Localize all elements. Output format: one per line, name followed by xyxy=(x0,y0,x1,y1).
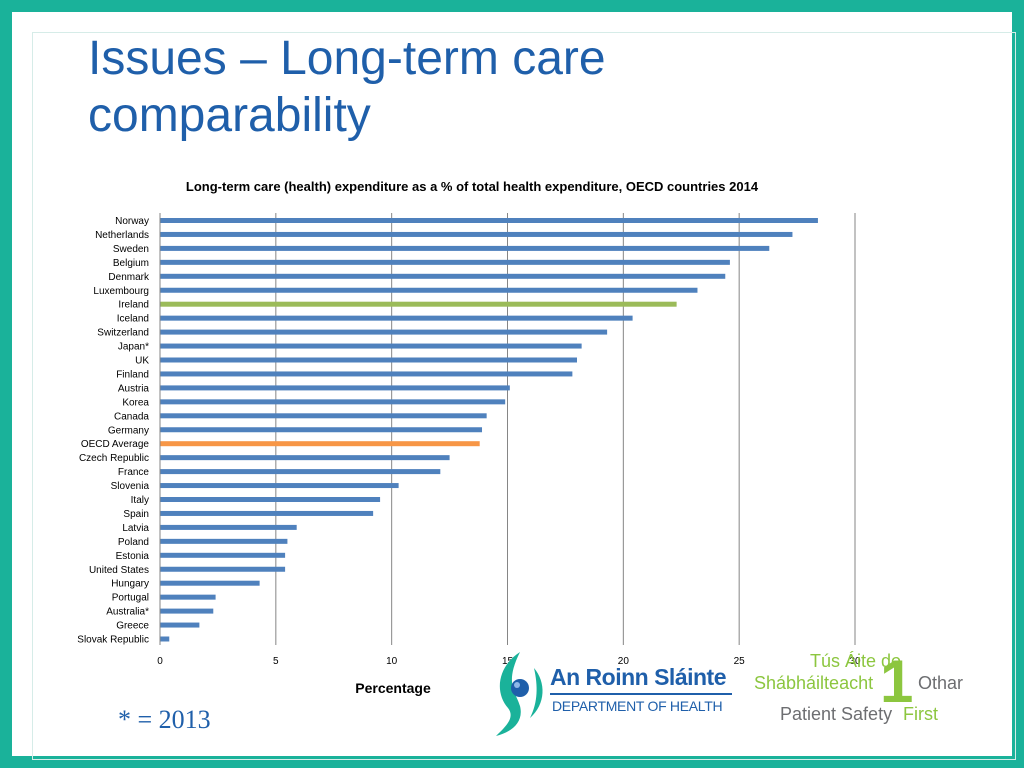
category-label-germany: Germany xyxy=(108,425,149,436)
bar-japan xyxy=(160,343,582,349)
category-label-belgium: Belgium xyxy=(113,258,149,269)
patient-safety-english-first: First xyxy=(903,704,938,724)
patient-safety-numeral: 1 xyxy=(880,648,914,715)
category-label-denmark: Denmark xyxy=(108,272,150,283)
category-label-portugal: Portugal xyxy=(112,593,149,604)
bar-italy xyxy=(160,497,381,502)
slide-title-line2: comparability xyxy=(88,89,371,142)
bar-greece xyxy=(160,622,200,628)
bar-oecd-average xyxy=(160,441,480,447)
x-tick-label-25: 25 xyxy=(734,656,746,667)
category-label-finland: Finland xyxy=(116,369,149,380)
bar-iceland xyxy=(160,315,633,321)
category-label-greece: Greece xyxy=(116,621,149,632)
category-label-netherlands: Netherlands xyxy=(95,230,149,241)
bar-spain xyxy=(160,510,374,516)
chart-bars xyxy=(160,218,818,642)
category-label-hungary: Hungary xyxy=(111,579,149,590)
category-label-slovak-republic: Slovak Republic xyxy=(77,635,149,646)
category-label-latvia: Latvia xyxy=(122,523,149,534)
category-label-korea: Korea xyxy=(122,397,149,408)
bar-czech-republic xyxy=(160,455,450,461)
x-tick-label-20: 20 xyxy=(618,656,630,667)
slide-title-line1: Issues – Long-term care xyxy=(88,32,606,85)
category-label-iceland: Iceland xyxy=(117,314,149,325)
department-logo-rule xyxy=(550,693,732,695)
patient-safety-irish-line2: Shábháilteacht xyxy=(754,673,874,693)
chart-x-tick-labels: 0 5 10 15 20 25 30 xyxy=(157,656,861,667)
patient-safety-irish-line2b: Othar xyxy=(918,673,964,693)
x-tick-label-5: 5 xyxy=(273,656,279,667)
bar-korea xyxy=(160,399,506,405)
bar-finland xyxy=(160,371,573,377)
category-label-luxembourg: Luxembourg xyxy=(93,286,149,297)
category-label-italy: Italy xyxy=(131,495,149,506)
chart-category-labels: Norway Netherlands Sweden Belgium Denmark Lux… xyxy=(77,216,150,646)
department-swirl-icon xyxy=(496,652,543,736)
bar-norway xyxy=(160,218,818,223)
category-label-ireland: Ireland xyxy=(118,300,149,311)
slide-title: Issues – Long-term care comparability xyxy=(88,30,788,144)
x-tick-label-30: 30 xyxy=(849,656,861,667)
bar-belgium xyxy=(160,259,730,265)
bar-uk xyxy=(160,357,577,363)
bar-canada xyxy=(160,413,487,419)
bar-switzerland xyxy=(160,329,608,335)
bar-ireland xyxy=(160,301,677,307)
footnote: * = 2013 xyxy=(118,705,211,734)
chart-title: Long-term care (health) expenditure as a… xyxy=(186,179,759,194)
category-label-poland: Poland xyxy=(118,537,149,548)
category-label-uk: UK xyxy=(135,356,149,367)
bar-hungary xyxy=(160,580,260,586)
category-label-japan: Japan* xyxy=(118,342,149,353)
bar-netherlands xyxy=(160,231,793,237)
bar-australia xyxy=(160,608,214,614)
department-subtitle: DEPARTMENT OF HEALTH xyxy=(552,698,723,714)
patient-safety-first-logo: 1 Tús Áite do Shábháilteacht Othar Patie… xyxy=(748,648,988,738)
category-label-sweden: Sweden xyxy=(113,244,149,255)
category-label-france: France xyxy=(118,467,150,478)
category-label-slovenia: Slovenia xyxy=(111,481,150,492)
bar-latvia xyxy=(160,524,297,530)
patient-safety-irish-line1: Tús Áite do xyxy=(810,651,902,671)
category-label-norway: Norway xyxy=(115,216,149,227)
bar-france xyxy=(160,469,441,475)
category-label-united-states: United States xyxy=(89,565,149,576)
category-label-spain: Spain xyxy=(123,509,149,520)
category-label-oecd-average: OECD Average xyxy=(81,439,150,450)
category-label-estonia: Estonia xyxy=(116,551,150,562)
bar-portugal xyxy=(160,594,216,600)
bar-slovak-republic xyxy=(160,636,170,642)
x-tick-label-15: 15 xyxy=(502,656,514,667)
category-label-austria: Austria xyxy=(118,383,150,394)
bar-denmark xyxy=(160,273,726,279)
patient-safety-english: Patient Safety xyxy=(780,704,893,724)
bar-germany xyxy=(160,427,483,433)
department-name: An Roinn Sláinte xyxy=(550,664,727,690)
bar-austria xyxy=(160,385,510,391)
bar-slovenia xyxy=(160,483,399,489)
bar-estonia xyxy=(160,552,286,558)
slide-inner-border xyxy=(32,32,1016,760)
bar-poland xyxy=(160,538,288,544)
category-label-australia: Australia* xyxy=(106,607,149,618)
category-label-switzerland: Switzerland xyxy=(97,328,149,339)
department-of-health-logo: An Roinn Sláinte DEPARTMENT OF HEALTH xyxy=(490,648,740,738)
x-tick-label-10: 10 xyxy=(386,656,398,667)
bar-united-states xyxy=(160,566,286,572)
bar-luxembourg xyxy=(160,287,698,293)
category-label-canada: Canada xyxy=(114,411,149,422)
category-label-czech-republic: Czech Republic xyxy=(79,453,149,464)
x-tick-label-0: 0 xyxy=(157,656,163,667)
bar-sweden xyxy=(160,245,770,251)
chart-x-axis-label: Percentage xyxy=(355,680,431,696)
